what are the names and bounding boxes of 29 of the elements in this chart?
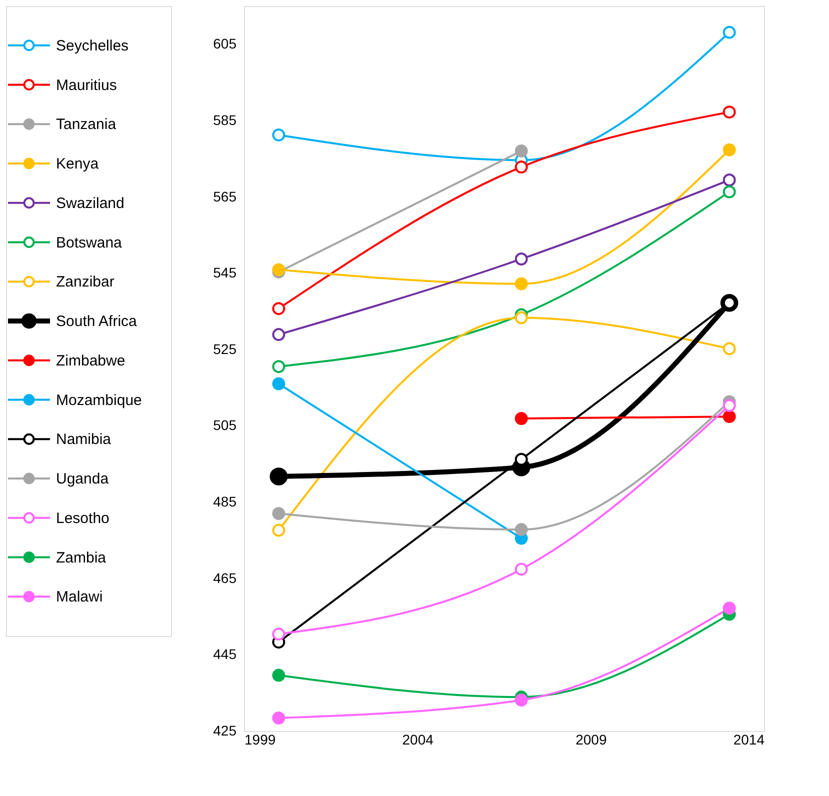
legend-label: Botswana	[56, 234, 123, 252]
legend-label: Zanzibar	[56, 274, 114, 291]
y-tick-label: 525	[213, 340, 237, 357]
y-tick-label: 465	[213, 570, 237, 586]
legend-label: Swaziland	[56, 194, 124, 212]
legend-label: Mozambique	[56, 392, 142, 409]
y-tick-label: 425	[213, 722, 237, 738]
y-tick-label: 565	[213, 188, 237, 204]
y-tick-label: 585	[213, 112, 237, 128]
x-tick-label: 2014	[733, 732, 765, 748]
x-tick-label: 2009	[576, 732, 607, 748]
x-tick-label: 2004	[402, 732, 434, 748]
legend-label: Seychelles	[56, 37, 129, 54]
legend-label: Zimbabwe	[56, 352, 126, 370]
y-tick-label: 445	[213, 646, 237, 662]
x-tick-label: 1999	[244, 732, 276, 748]
legend-label: Uganda	[56, 470, 110, 488]
legend-label: Tanzania	[56, 116, 117, 134]
legend-label: Lesotho	[56, 510, 110, 527]
legend-label: Zambia	[56, 549, 107, 566]
legend-label: Namibia	[56, 431, 112, 448]
y-tick-label: 485	[213, 494, 237, 510]
legend-label: Malawi	[56, 588, 103, 606]
legend-label: Kenya	[56, 156, 100, 172]
y-tick-label: 545	[213, 264, 237, 281]
y-tick-label: 605	[213, 36, 237, 52]
y-tick-label: 505	[213, 417, 237, 434]
legend-label: South Africa	[56, 313, 138, 330]
legend-label: Mauritius	[56, 76, 117, 94]
